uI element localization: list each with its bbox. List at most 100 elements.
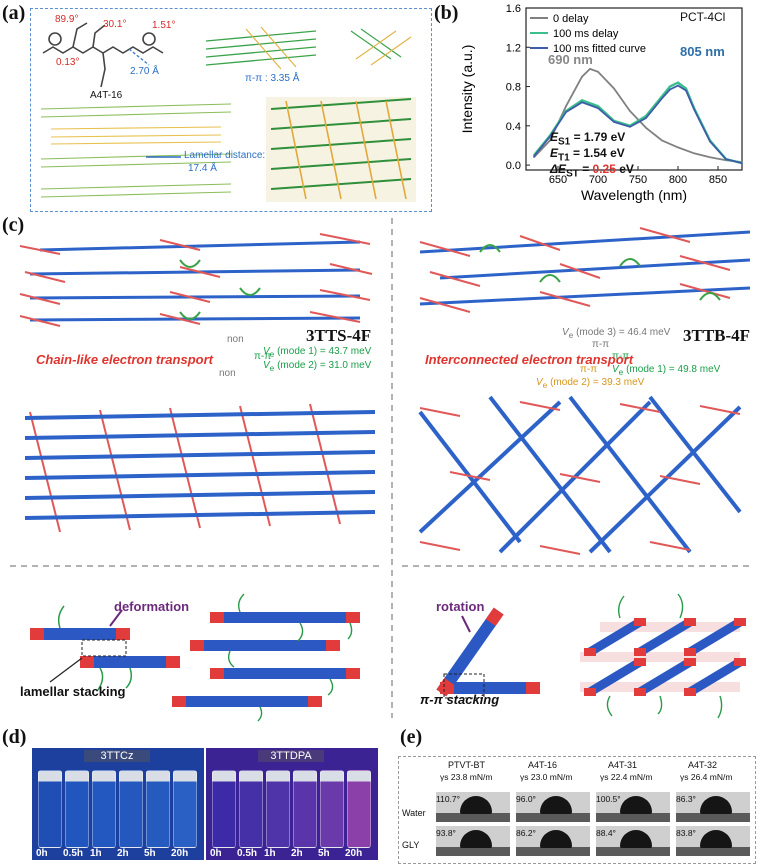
left-v1-subscript: e xyxy=(269,349,275,359)
vial xyxy=(293,770,317,848)
panel-c-label: (c) xyxy=(2,214,25,236)
contact-angle-value: 83.8° xyxy=(676,828,696,838)
time-label: 0h xyxy=(210,848,222,859)
contact-angle-value: 86.2° xyxy=(516,828,536,838)
right-v1-symbol: V xyxy=(612,364,619,375)
vial xyxy=(92,770,116,848)
contact-angle-image xyxy=(596,792,670,822)
series-point-2 xyxy=(533,155,535,158)
droplet-icon xyxy=(620,796,652,814)
legend-entry-0: 0 delay xyxy=(553,13,589,25)
series-point-0 xyxy=(677,146,679,149)
droplet-icon xyxy=(700,796,732,814)
right-v2-value: (mode 2) = 39.3 meV xyxy=(550,377,645,388)
right-v1-subscript: e xyxy=(618,367,624,377)
material-name: A4T-32 xyxy=(688,760,718,770)
left-v2: Ve (mode 2) = 31.0 meV xyxy=(263,360,371,373)
vial xyxy=(239,770,263,848)
contact-angle-image xyxy=(516,826,590,856)
deformation-label: deformation xyxy=(114,599,190,614)
angle-4-label: 0.13° xyxy=(56,57,80,68)
contact-angle-image xyxy=(436,792,510,822)
panel-a-frame xyxy=(30,8,432,212)
contact-angle-value: 110.7° xyxy=(436,794,461,804)
energy-et1-value: = 1.54 eV xyxy=(573,146,625,160)
droplet-icon xyxy=(620,830,652,848)
pi-pi-distance-label: π-π : 3.35 Å xyxy=(245,73,300,84)
surface-energy: γs 26.4 mN/m xyxy=(680,772,733,782)
vials-3ttcz-title: 3TTCz xyxy=(84,750,150,762)
right-v3-value: (mode 3) = 46.4 meV xyxy=(576,327,671,338)
time-label: 2h xyxy=(117,848,129,859)
contact-angle-image xyxy=(596,826,670,856)
series-point-2 xyxy=(677,84,679,87)
contact-angle-value: 86.3° xyxy=(676,794,696,804)
y-tick-label: 1.6 xyxy=(506,3,521,15)
pi-pi-stacking-label: π-π stacking xyxy=(420,692,500,707)
energy-dest-unit: eV xyxy=(619,162,634,176)
contact-angle-value: 93.8° xyxy=(436,828,456,838)
vial xyxy=(347,770,371,848)
energy-dest: ΔEST = 0.25 eV xyxy=(550,162,634,179)
panel-a-illustration xyxy=(40,22,416,202)
contact-angle-value: 96.0° xyxy=(516,794,536,804)
vial xyxy=(212,770,236,848)
right-v2-subscript: e xyxy=(542,380,548,390)
series-point-2 xyxy=(685,89,687,92)
interconnected-transport-caption: Interconnected electron transport xyxy=(425,352,634,367)
series-point-2 xyxy=(669,88,671,91)
lamellar-stacking-label: lamellar stacking xyxy=(20,684,126,699)
series-point-2 xyxy=(661,97,663,100)
energy-et1-subscript: T1 xyxy=(558,152,570,164)
x-tick-label: 750 xyxy=(629,174,647,186)
h-bond-distance-label: 2.70 Å xyxy=(130,66,159,77)
molecule-3tts-4f-title: 3TTS-4F xyxy=(306,326,372,345)
peak-690-label: 690 nm xyxy=(548,52,593,67)
series-point-2 xyxy=(549,135,551,138)
series-point-1 xyxy=(677,81,679,84)
series-point-2 xyxy=(597,107,599,109)
y-axis-label: Intensity (a.u.) xyxy=(459,45,475,134)
row-label-gly: GLY xyxy=(402,840,420,850)
emission-spectrum-chart: 650 700 750 800 850 0.0 0.4 0.8 1.2 1.6 Wavelength… xyxy=(459,3,743,203)
panel-b-label: (b) xyxy=(434,2,459,24)
row-label-water: Water xyxy=(402,808,426,818)
right-v1-value: (mode 1) = 49.8 meV xyxy=(626,364,721,375)
energy-et1: ET1 = 1.54 eV xyxy=(550,146,625,163)
left-v1: Ve (mode 1) = 43.7 meV xyxy=(263,346,371,359)
droplet-icon xyxy=(700,830,732,848)
x-tick-label: 700 xyxy=(589,174,607,186)
energy-dest-symbol: ΔE xyxy=(550,162,567,176)
surface-energy: γs 23.0 mN/m xyxy=(520,772,573,782)
series-point-2 xyxy=(629,126,631,128)
energy-dest-value: 0.25 xyxy=(592,162,616,176)
surface-energy: γs 23.8 mN/m xyxy=(440,772,493,782)
molecule-name-label: A4T-16 xyxy=(90,90,123,101)
left-non-bottom-label: non xyxy=(219,368,236,379)
left-v1-symbol: V xyxy=(263,346,270,357)
time-label: 5h xyxy=(318,848,330,859)
left-v2-subscript: e xyxy=(269,363,275,373)
series-point-0 xyxy=(549,139,551,142)
series-point-2 xyxy=(613,121,615,123)
left-non-top-label: non xyxy=(227,334,244,345)
vial xyxy=(38,770,62,848)
time-label: 0.5h xyxy=(237,848,258,859)
chart-material-label: PCT-4Cl xyxy=(680,10,726,24)
panel-c-illustration xyxy=(10,218,751,722)
time-label: 20h xyxy=(171,848,189,859)
series-point-1 xyxy=(685,87,687,90)
peak-805-label: 805 nm xyxy=(680,44,725,59)
legend-entry-2: 100 ms fitted curve xyxy=(553,43,646,55)
series-point-2 xyxy=(725,158,727,160)
series-point-2 xyxy=(645,117,647,119)
energy-es1-subscript: S1 xyxy=(558,136,571,148)
legend-entry-1: 100 ms delay xyxy=(553,28,619,40)
energy-dest-equals: = xyxy=(582,162,590,176)
contact-angle-value: 88.4° xyxy=(596,828,616,838)
right-v1: Ve (mode 1) = 49.8 meV xyxy=(612,364,720,377)
series-point-0 xyxy=(709,156,711,159)
x-axis-label: Wavelength (nm) xyxy=(581,187,687,203)
right-v2-symbol: V xyxy=(536,377,543,388)
vial xyxy=(146,770,170,848)
